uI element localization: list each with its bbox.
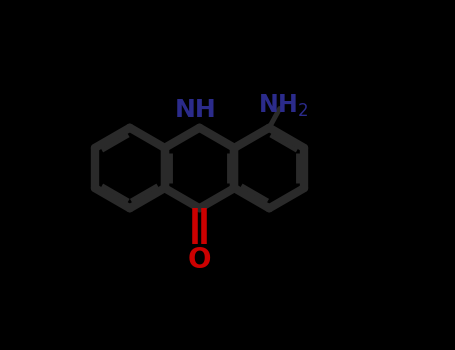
Text: NH$_2$: NH$_2$ — [258, 93, 308, 119]
Text: O: O — [188, 246, 211, 274]
Text: NH: NH — [175, 98, 217, 122]
